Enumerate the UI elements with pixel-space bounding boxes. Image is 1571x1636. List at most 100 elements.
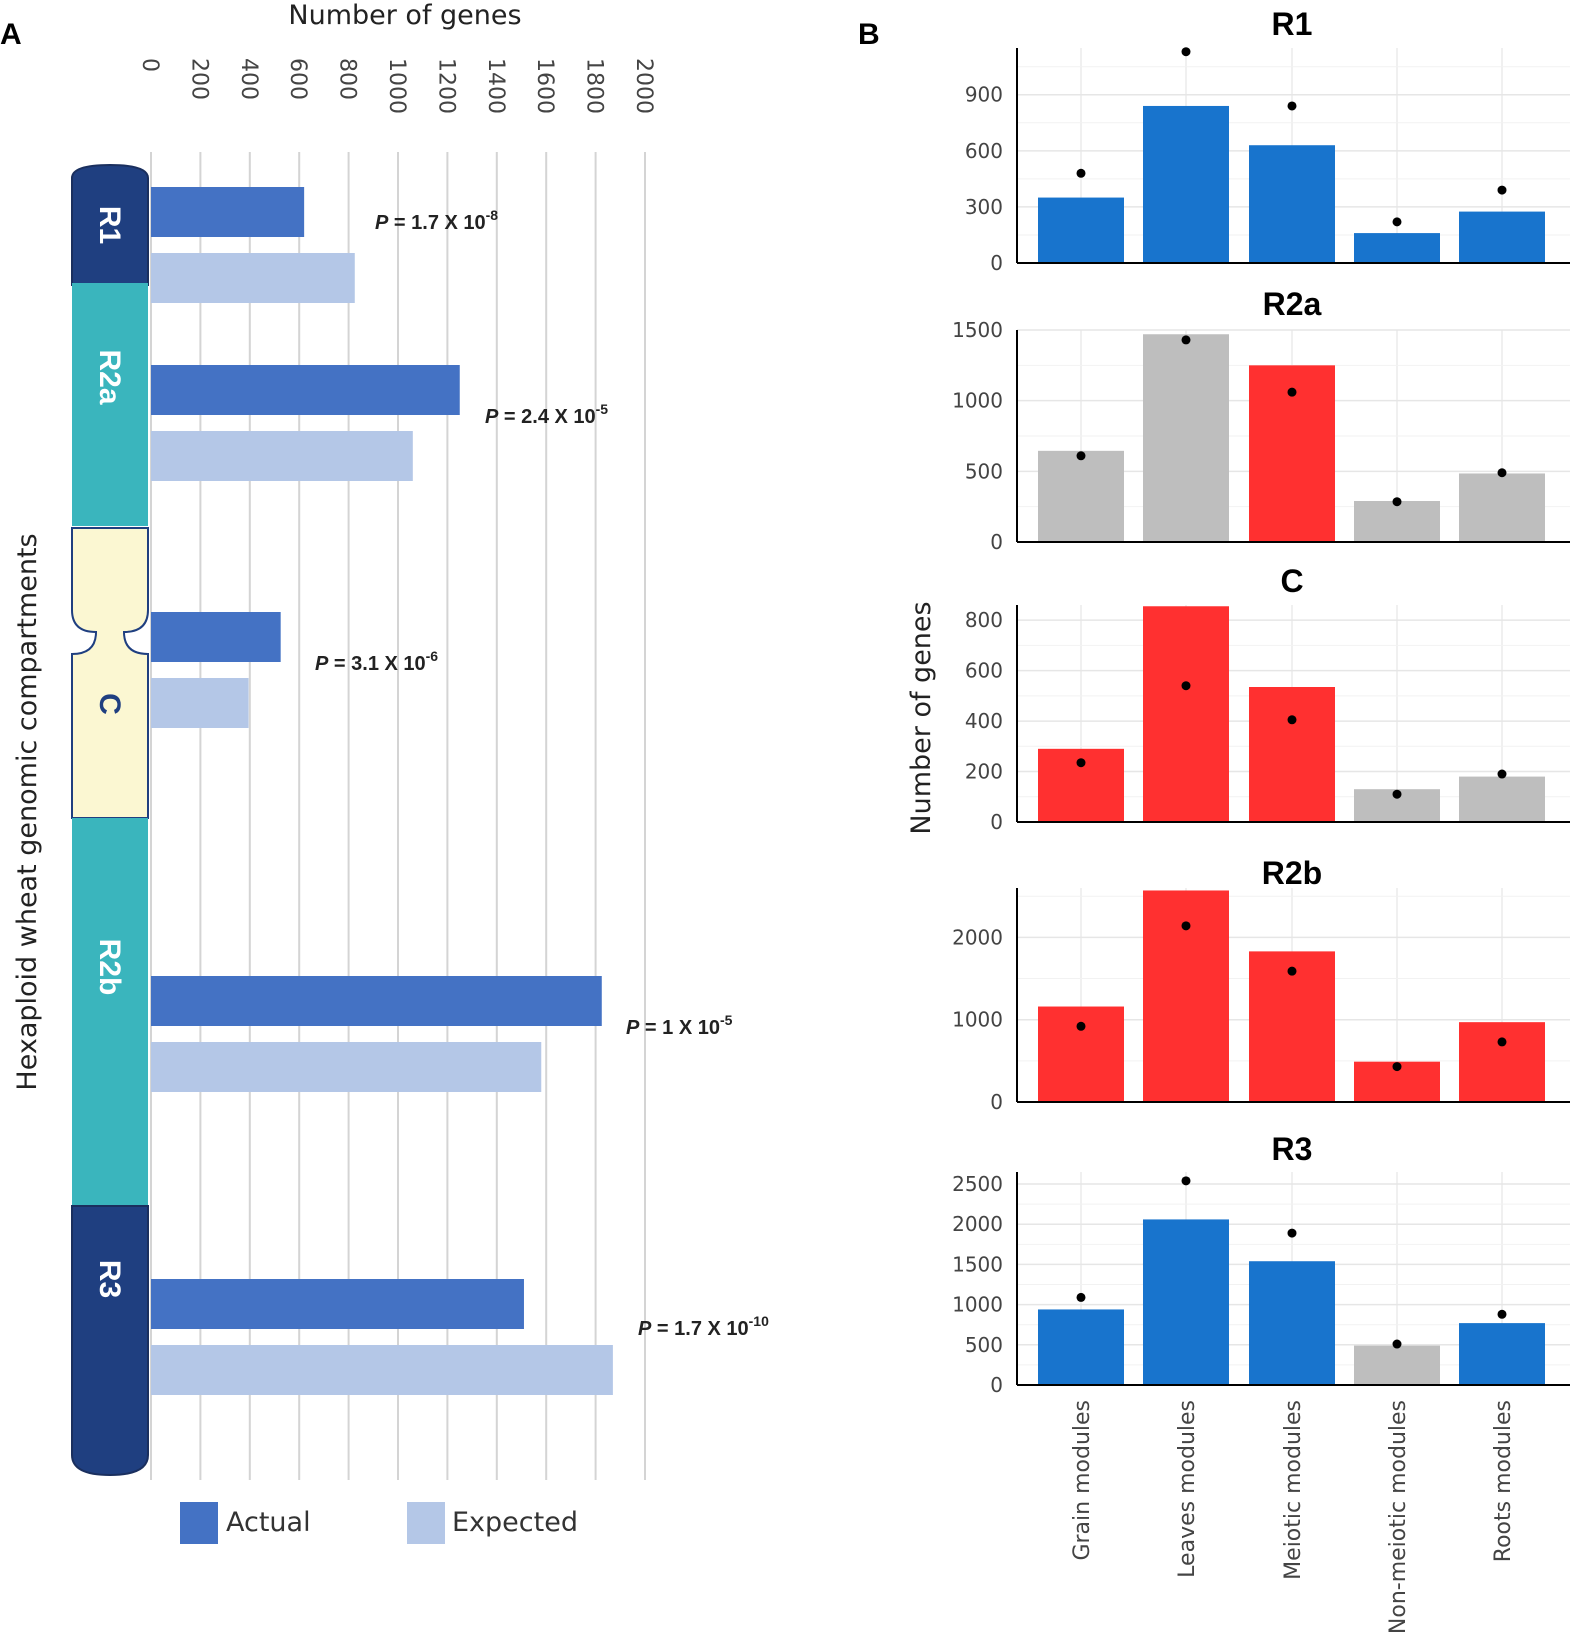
category-label: Non-meiotic modules bbox=[1386, 1400, 1411, 1634]
p-value-r2b: P = 1 X 10-5 bbox=[626, 1012, 733, 1039]
facet-r2a: R2a 0 500 1000 1500 bbox=[952, 286, 1570, 554]
facet-y-tick-label: 0 bbox=[990, 810, 1003, 834]
facet-y-tick-label: 0 bbox=[990, 530, 1003, 554]
p-value-r3: P = 1.7 X 10-10 bbox=[638, 1313, 769, 1340]
facet-r1: R1 0 300 600 900 bbox=[965, 6, 1570, 275]
panel-a-x-tick-label: 400 bbox=[236, 58, 261, 100]
facet-title: C bbox=[1280, 563, 1303, 599]
expected-point-r3-1 bbox=[1076, 1292, 1086, 1302]
bar-actual-r3 bbox=[151, 1279, 524, 1329]
expected-point-r2b-3 bbox=[1287, 966, 1297, 976]
panel-a-x-tick-label: 1800 bbox=[582, 58, 607, 114]
panel-a-x-tick-label: 2000 bbox=[631, 58, 656, 114]
expected-point-r2b-5 bbox=[1497, 1037, 1507, 1047]
facet-title: R1 bbox=[1272, 6, 1313, 42]
panel-a-chart: Number of genes Hexaploid wheat genomic … bbox=[12, 0, 769, 1544]
facet-y-tick-label: 200 bbox=[965, 760, 1003, 784]
p-value-r1: P = 1.7 X 10-8 bbox=[375, 207, 498, 234]
panel-a-legend: Actual Expected bbox=[180, 1502, 578, 1544]
facet-y-tick-label: 500 bbox=[965, 1333, 1003, 1357]
bar-r3-meiotic-modules bbox=[1249, 1261, 1335, 1385]
bar-r2b-meiotic-modules bbox=[1249, 951, 1335, 1102]
bar-c-meiotic-modules bbox=[1249, 687, 1335, 822]
panel-a-x-tick-label: 800 bbox=[335, 58, 360, 100]
chromosome-r3-segment bbox=[71, 1205, 149, 1477]
bar-r3-leaves-modules bbox=[1143, 1219, 1229, 1385]
bar-r1-meiotic-modules bbox=[1249, 145, 1335, 263]
bar-actual-r2a bbox=[151, 365, 460, 415]
bar-r3-grain-modules bbox=[1038, 1309, 1124, 1385]
expected-point-r2a-4 bbox=[1392, 497, 1402, 507]
facet-title: R2b bbox=[1262, 855, 1322, 891]
panel-a-x-tick-label: 1600 bbox=[532, 58, 557, 114]
panel-a-bars bbox=[151, 187, 613, 1395]
category-label: Leaves modules bbox=[1175, 1400, 1200, 1578]
bar-r1-non-meiotic-modules bbox=[1354, 233, 1440, 263]
expected-point-r2a-2 bbox=[1181, 335, 1191, 345]
panel-b-category-labels: Grain modules Leaves modules Meiotic modul… bbox=[1070, 1400, 1516, 1634]
facet-y-tick-label: 2000 bbox=[952, 1212, 1003, 1236]
panel-b-y-axis-title: Number of genes bbox=[906, 601, 937, 834]
bar-r2a-roots-modules bbox=[1459, 473, 1545, 542]
panel-a-x-tick-label: 1400 bbox=[483, 58, 508, 114]
panel-a-y-axis-title: Hexaploid wheat genomic compartments bbox=[12, 533, 43, 1090]
bar-r2b-roots-modules bbox=[1459, 1022, 1545, 1102]
chromosome-r2b-segment bbox=[72, 818, 148, 1208]
panel-a-label: A bbox=[0, 18, 22, 51]
panel-a-x-tick-label: 0 bbox=[137, 58, 162, 72]
legend-swatch-actual bbox=[180, 1502, 218, 1544]
expected-point-r2b-1 bbox=[1076, 1021, 1086, 1031]
expected-point-c-4 bbox=[1392, 789, 1402, 799]
bar-expected-r2a bbox=[151, 431, 413, 481]
bar-c-roots-modules bbox=[1459, 776, 1545, 822]
bar-expected-r3 bbox=[151, 1345, 613, 1395]
bar-r1-leaves-modules bbox=[1143, 105, 1229, 264]
facet-y-tick-label: 0 bbox=[990, 1373, 1003, 1397]
bar-r2a-leaves-modules bbox=[1143, 334, 1229, 542]
bar-c-leaves-modules bbox=[1143, 606, 1229, 822]
expected-point-c-1 bbox=[1076, 758, 1086, 768]
chromosome-label-r1: R1 bbox=[93, 206, 126, 244]
expected-point-r3-2 bbox=[1181, 1176, 1191, 1186]
panel-a-x-tick-label: 1200 bbox=[433, 58, 458, 114]
facet-r2b: R2b 0 1000 2000 bbox=[952, 855, 1570, 1114]
expected-point-r3-4 bbox=[1392, 1339, 1402, 1349]
expected-point-c-2 bbox=[1181, 681, 1191, 691]
facet-y-tick-label: 400 bbox=[965, 709, 1003, 733]
expected-point-c-3 bbox=[1287, 715, 1297, 725]
bar-r2b-grain-modules bbox=[1038, 1006, 1124, 1102]
bar-expected-c bbox=[151, 678, 249, 728]
category-label: Meiotic modules bbox=[1281, 1400, 1306, 1580]
bar-actual-r1 bbox=[151, 187, 305, 237]
facet-y-tick-label: 600 bbox=[965, 659, 1003, 683]
panel-a-x-axis-title: Number of genes bbox=[288, 0, 521, 31]
expected-point-r1-2 bbox=[1181, 47, 1191, 57]
legend-label-actual: Actual bbox=[226, 1507, 311, 1538]
category-label: Roots modules bbox=[1491, 1400, 1516, 1562]
facet-y-tick-label: 2500 bbox=[952, 1172, 1003, 1196]
bar-r3-non-meiotic-modules bbox=[1354, 1345, 1440, 1385]
panel-b-chart: Number of genes R1 0 300 600 900 R2a 0 500 1000 1… bbox=[906, 6, 1570, 1634]
expected-point-r2b-4 bbox=[1392, 1062, 1402, 1072]
facet-y-tick-label: 0 bbox=[990, 251, 1003, 275]
chromosome-r2a-segment bbox=[72, 283, 148, 526]
facet-y-tick-label: 900 bbox=[965, 83, 1003, 107]
chromosome-diagram: R1 R2a C R2b R3 bbox=[71, 163, 149, 1477]
facet-y-tick-label: 600 bbox=[965, 139, 1003, 163]
p-value-c: P = 3.1 X 10-6 bbox=[315, 648, 438, 675]
category-label: Grain modules bbox=[1070, 1400, 1095, 1561]
p-value-r2a: P = 2.4 X 10-5 bbox=[485, 401, 608, 428]
expected-point-r1-5 bbox=[1497, 185, 1507, 195]
panel-a-x-ticks: 0 200 400 600 800 1000 1200 1400 1600 1800 2000 bbox=[137, 58, 656, 114]
chromosome-label-c: C bbox=[93, 693, 126, 715]
bar-expected-r1 bbox=[151, 253, 355, 303]
facet-c: C 0 200 400 600 800 bbox=[965, 563, 1570, 834]
expected-point-r2a-3 bbox=[1287, 387, 1297, 397]
expected-point-r1-1 bbox=[1076, 168, 1086, 178]
panel-b-label: B bbox=[858, 18, 880, 51]
bar-actual-c bbox=[151, 612, 281, 662]
expected-point-r3-3 bbox=[1287, 1228, 1297, 1238]
panel-a-x-tick-label: 1000 bbox=[384, 58, 409, 114]
facet-title: R2a bbox=[1263, 286, 1322, 322]
